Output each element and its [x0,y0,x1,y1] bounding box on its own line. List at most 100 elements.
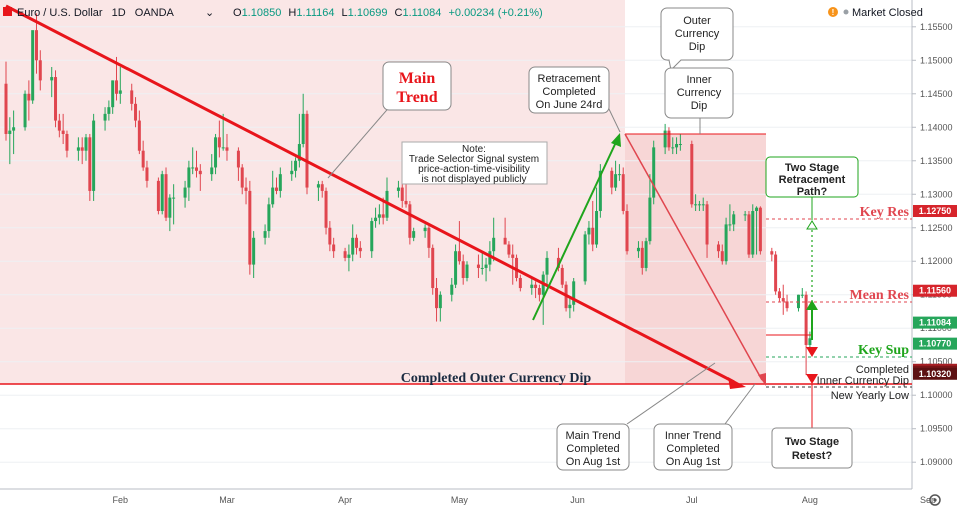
header: Euro / U.S. Dollar 1D OANDA ⌄ O1.10850 H… [3,7,923,19]
candle-body [770,251,774,255]
candle [332,237,336,258]
main-trend-completed-label-3: On Aug 1st [566,456,620,468]
candle [777,288,781,302]
candle-body [488,251,492,265]
chevron-down-icon[interactable]: ⌄ [205,7,214,19]
candle-body [118,90,122,94]
candle-body [111,80,115,108]
candle [800,288,804,299]
candle-body [800,294,804,296]
candle-body [88,137,92,191]
candle-body [511,254,515,258]
candle [324,187,328,235]
candle-body [370,221,374,252]
candle [92,113,96,201]
candle-body [221,147,225,149]
candle [476,254,480,278]
candle [545,251,549,285]
candle-body [515,257,519,278]
alert-icon[interactable] [828,7,838,17]
candle-body [12,127,16,131]
retracement-label-3: On June 24rd [536,99,603,111]
candle-body [23,93,27,128]
main-trend-completed-callout: Main Trend Completed On Aug 1st [556,423,630,471]
candle-body [347,254,351,258]
candle [290,160,294,181]
price-tag: 1.10770 [913,337,957,350]
two-stage-path-label-1: Two Stage [785,162,839,174]
main-trend-completed-connector [626,362,716,425]
candle [758,206,762,255]
candle-body [518,277,522,289]
price-tag: 1.10320 [913,367,957,380]
main-trend-label-2: Trend [396,89,437,106]
candle-body [454,251,458,285]
candle-body [92,120,96,191]
candle [431,244,435,295]
candle [568,298,572,319]
key-res-label: Key Res [860,205,910,220]
candle-body [781,298,785,302]
candle [694,194,698,212]
candle-body [614,174,618,188]
y-tick-label: 1.15000 [920,55,953,65]
candle [435,277,439,322]
price-tag-bg [913,337,957,350]
candle-body [252,237,256,265]
two-stage-path-label-3: Path? [797,186,828,198]
retracement-arrow [611,133,621,147]
candle [38,50,42,91]
candle [755,206,759,255]
candle [716,241,720,258]
settings-gear-icon[interactable] [929,494,941,506]
candle-body [145,167,149,181]
candle [450,277,454,302]
candle [191,147,195,175]
symbol-flag-icon [3,7,12,16]
candle [61,113,65,145]
candle [796,294,800,312]
candle-body [214,137,218,168]
stage2-up-head [806,220,818,230]
candle-body [34,30,38,61]
retracement-connector [607,106,621,133]
candle-body [57,120,61,131]
candle-body [678,144,682,146]
candle-body [461,261,465,278]
time-axis[interactable]: Feb Mar Apr May Jun Jul Aug Sep [113,495,936,505]
price-axis[interactable]: 1.15500 1.15000 1.14500 1.14000 1.13500 1.130… [912,22,953,467]
inner-trend-completed-connector [724,383,756,425]
candle-body [751,211,755,255]
candle [484,257,488,282]
outer-dip-label-2: Currency [675,28,720,40]
candle-body [705,204,709,245]
two-stage-retest-callout: Two Stage Retest? [771,427,853,469]
candle-body [450,284,454,295]
market-status: Market Closed [852,7,923,19]
x-tick-label: Feb [113,495,129,505]
candle [663,123,667,155]
candle [518,274,522,292]
candle [31,30,35,104]
symbol-title[interactable]: Euro / U.S. Dollar 1D OANDA [17,7,175,19]
candle [225,133,229,161]
candle-body [27,93,31,101]
high-value: 1.11164 [296,7,334,19]
candle [671,137,675,155]
candle-body [134,103,138,121]
candle [4,61,8,141]
candle-body [560,267,564,285]
candle [492,217,496,262]
close-value: 1.11084 [402,7,441,19]
candle-body [114,80,118,94]
candle-body [236,150,240,168]
candle-body [195,167,198,171]
candle-body [400,187,404,201]
candle-body [225,147,229,151]
main-trend-callout: Main Trend [382,61,452,111]
y-tick-label: 1.10500 [920,357,953,367]
candle-body [720,251,724,262]
candle-body [343,251,347,258]
low-label: L [342,7,348,19]
price-tag-label: 1.10320 [919,369,952,379]
